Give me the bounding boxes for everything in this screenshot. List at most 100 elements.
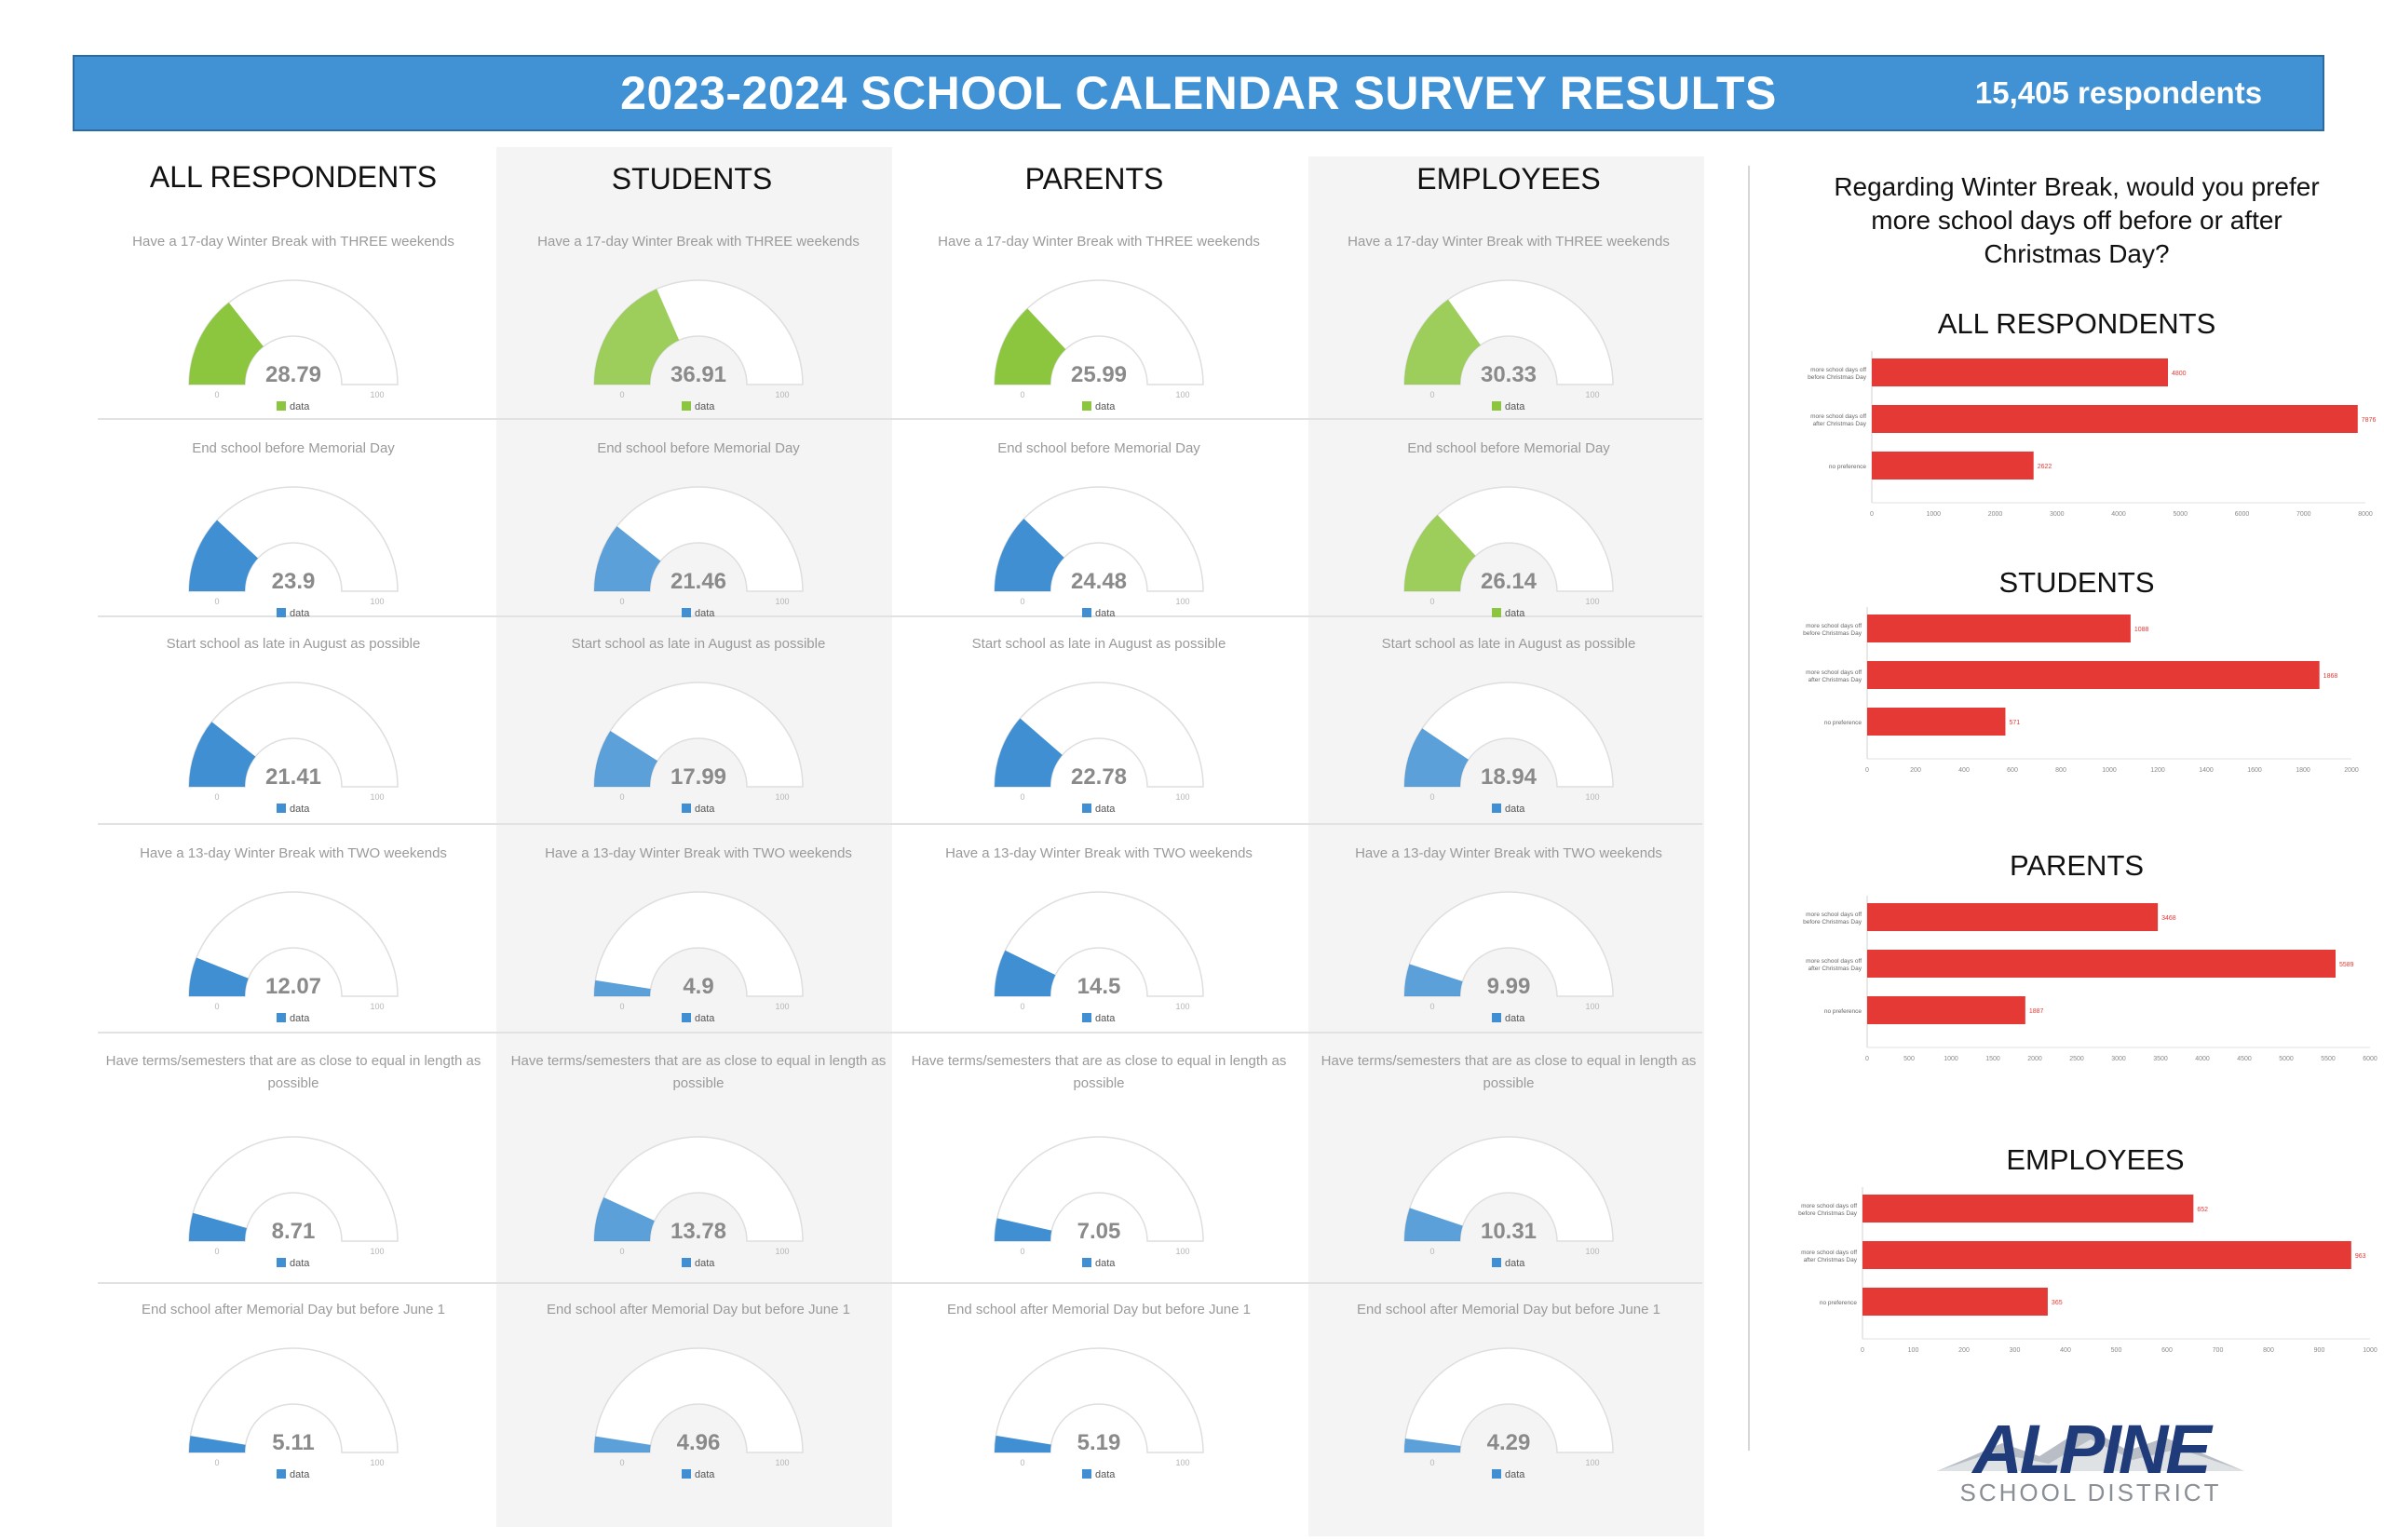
gauge-svg: 4.29 0 100 data [1403, 1347, 1614, 1480]
x-tick-label: 0 [1865, 1056, 1869, 1062]
x-tick-label: 0 [1870, 511, 1874, 518]
x-tick-label: 2000 [1988, 511, 2003, 518]
gauge-min-label: 0 [1020, 1247, 1024, 1256]
gauge-max-label: 100 [775, 1247, 789, 1256]
bar-category-label: more school days off [1810, 367, 1866, 373]
gauge-chart: Have a 13-day Winter Break with TWO week… [98, 843, 489, 1066]
gauge-max-label: 100 [370, 390, 384, 399]
row-divider [98, 615, 1702, 617]
gauge-value-arc [1404, 1438, 1461, 1452]
gauge-svg: 7.05 0 100 data [994, 1136, 1204, 1269]
gauge-min-label: 0 [214, 390, 219, 399]
x-tick-label: 500 [2111, 1347, 2122, 1354]
bar-title-all: ALL RESPONDENTS [1937, 307, 2216, 340]
gauge-value-arc [189, 722, 256, 787]
gauge-legend-label: data [1505, 401, 1525, 412]
gauge-svg: 28.79 0 100 data [188, 279, 399, 412]
gauge-legend-label: data [1505, 1469, 1525, 1480]
gauge-legend-swatch [1082, 1258, 1091, 1267]
gauge-value-label: 22.78 [1071, 764, 1127, 790]
gauge-legend-label: data [1505, 804, 1525, 815]
gauge-value-label: 21.46 [670, 569, 726, 594]
gauge-chart: Have terms/semesters that are as close t… [98, 1050, 489, 1274]
gauge-chart: Have a 13-day Winter Break with TWO week… [903, 843, 1294, 1066]
gauge-legend-swatch [682, 1013, 691, 1022]
gauge-value-arc [189, 520, 258, 591]
gauge-value-arc [1404, 515, 1476, 591]
gauge-min-label: 0 [1429, 1002, 1434, 1011]
gauge-svg: 21.46 0 100 data [593, 486, 804, 619]
gauge-legend-label: data [290, 1013, 310, 1024]
gauge-min-label: 0 [619, 390, 624, 399]
gauge-legend-swatch [682, 1469, 691, 1479]
gauge-chart: End school after Memorial Day but before… [98, 1299, 489, 1522]
gauge-value-label: 5.19 [1077, 1430, 1121, 1455]
gauge-question: Have a 17-day Winter Break with THREE we… [132, 234, 454, 250]
bar-value-label: 1088 [2134, 627, 2149, 633]
x-tick-label: 5500 [2321, 1056, 2336, 1062]
bar-category-label: after Christmas Day [1808, 966, 1862, 972]
gauge-legend-label: data [1505, 1013, 1525, 1024]
gauge-chart: Start school as late in August as possib… [1313, 633, 1704, 857]
gauge-track [994, 891, 1204, 997]
logo-wordmark: ALPINE [1971, 1415, 2214, 1488]
gauge-value-label: 36.91 [670, 362, 726, 387]
x-tick-label: 2000 [2344, 767, 2359, 774]
gauge-svg: 4.96 0 100 data [593, 1347, 804, 1480]
gauge-value-arc [995, 718, 1063, 787]
x-tick-label: 2500 [2069, 1056, 2084, 1062]
x-tick-label: 200 [1958, 1347, 1970, 1354]
gauge-value-arc [189, 302, 264, 385]
gauge-question: Start school as late in August as possib… [1381, 636, 1636, 652]
gauge-svg: 24.48 0 100 data [994, 486, 1204, 619]
gauge-svg: 4.9 0 100 data [593, 891, 804, 1024]
gauge-value-label: 17.99 [670, 764, 726, 790]
bar-category-label: no preference [1820, 1300, 1857, 1306]
gauge-max-label: 100 [370, 1458, 384, 1467]
x-tick-label: 4000 [2111, 511, 2126, 518]
gauge-question: Have terms/semesters that are as close t… [510, 1053, 887, 1091]
gauge-track [188, 1347, 399, 1453]
bar-category-label: more school days off [1806, 958, 1862, 965]
gauge-value-arc [189, 957, 249, 996]
gauge-question: End school before Memorial Day [192, 440, 395, 456]
x-tick-label: 1800 [2296, 767, 2310, 774]
gauge-legend-swatch [1492, 401, 1501, 411]
x-tick-label: 1200 [2150, 767, 2165, 774]
gauge-max-label: 100 [1585, 1002, 1599, 1011]
gauge-question: End school after Memorial Day but before… [946, 1302, 1251, 1317]
bar-category-label: more school days off [1806, 912, 1862, 918]
x-tick-label: 6000 [2363, 1056, 2377, 1062]
alpine-school-district-logo: ALPINE SCHOOL DISTRICT [1937, 1415, 2244, 1506]
x-tick-label: 5000 [2279, 1056, 2294, 1062]
gauge-legend-label: data [1505, 1258, 1525, 1269]
gauge-legend-label: data [290, 804, 310, 815]
bar [1867, 903, 2159, 931]
bar [1862, 1288, 2048, 1316]
gauge-legend-label: data [695, 608, 715, 619]
gauge-legend-swatch [1492, 1013, 1501, 1022]
gauge-max-label: 100 [1585, 390, 1599, 399]
gauge-value-arc [189, 1212, 247, 1241]
gauge-legend-swatch [1492, 804, 1501, 813]
gauge-track [1403, 1136, 1614, 1242]
gauge-min-label: 0 [1429, 390, 1434, 399]
x-tick-label: 600 [2007, 767, 2018, 774]
bar [1872, 405, 2358, 433]
gauge-value-label: 14.5 [1077, 974, 1121, 999]
bar-value-label: 2622 [2038, 464, 2052, 470]
gauge-value-label: 13.78 [670, 1219, 726, 1244]
gauge-chart: End school before Memorial Day 23.9 0 100 da… [98, 438, 489, 661]
bar-category-label: before Christmas Day [1803, 630, 1862, 637]
gauge-max-label: 100 [775, 597, 789, 606]
gauge-track [593, 891, 804, 997]
gauge-max-label: 100 [775, 390, 789, 399]
x-tick-label: 300 [2010, 1347, 2021, 1354]
gauge-value-arc [594, 1197, 655, 1241]
bar [1872, 358, 2168, 386]
bar-value-label: 7876 [2362, 417, 2377, 424]
gauge-min-label: 0 [619, 1002, 624, 1011]
gauge-chart: Have terms/semesters that are as close t… [1313, 1050, 1704, 1274]
